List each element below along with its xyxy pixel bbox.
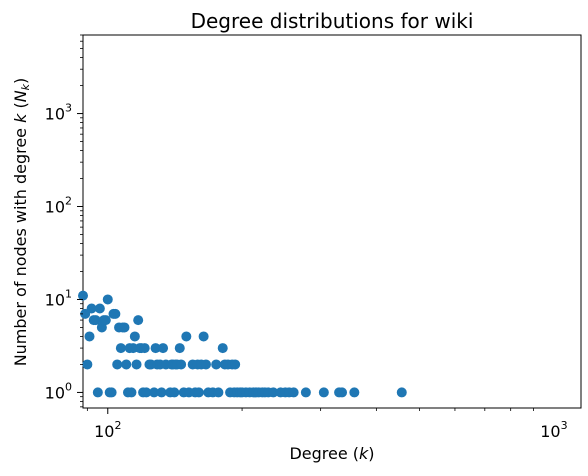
data-point — [211, 359, 221, 369]
data-point — [158, 343, 168, 353]
y-axis-label: Number of nodes with degree k (Nk) — [11, 78, 32, 367]
data-point — [130, 331, 140, 341]
data-point — [175, 343, 185, 353]
data-point — [397, 387, 407, 397]
data-point — [176, 359, 186, 369]
data-point — [169, 387, 179, 397]
data-points — [78, 291, 407, 398]
data-point — [126, 387, 136, 397]
data-point — [95, 303, 105, 313]
data-point — [319, 387, 329, 397]
data-point — [201, 359, 211, 369]
data-point — [230, 359, 240, 369]
data-point — [218, 343, 228, 353]
y-axis: 100 101 102 103 — [45, 35, 83, 407]
y-tick-label: 100 — [45, 380, 72, 402]
y-tick-label: 103 — [45, 102, 72, 124]
data-point — [337, 387, 347, 397]
data-point — [93, 387, 103, 397]
data-point — [107, 387, 117, 397]
data-point — [213, 387, 223, 397]
data-point — [110, 309, 120, 319]
data-point — [119, 322, 129, 332]
data-point — [121, 359, 131, 369]
data-point — [103, 294, 113, 304]
data-point — [289, 387, 299, 397]
x-tick-label: 103 — [540, 419, 567, 441]
data-point — [112, 359, 122, 369]
data-point — [85, 331, 95, 341]
data-point — [132, 359, 142, 369]
data-point — [82, 359, 92, 369]
data-point — [140, 343, 150, 353]
x-axis: 102 103 — [87, 408, 567, 441]
data-point — [301, 387, 311, 397]
data-point — [349, 387, 359, 397]
data-point — [133, 315, 143, 325]
data-point — [194, 387, 204, 397]
y-tick-label: 101 — [45, 287, 72, 309]
data-point — [181, 331, 191, 341]
x-tick-label: 102 — [94, 419, 121, 441]
y-tick-label: 102 — [45, 195, 72, 217]
data-point — [199, 331, 209, 341]
chart-title: Degree distributions for wiki — [191, 9, 474, 33]
x-axis-label: Degree (k) — [289, 444, 374, 463]
data-point — [116, 343, 126, 353]
data-point — [157, 387, 167, 397]
